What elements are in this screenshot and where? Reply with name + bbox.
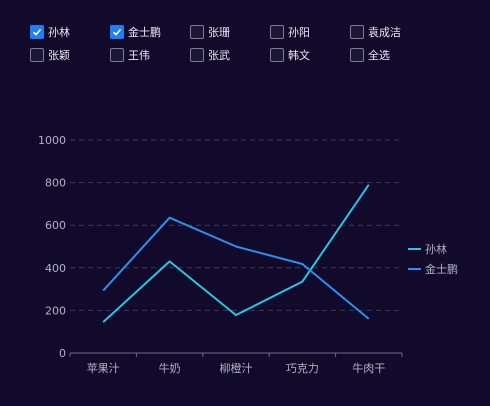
y-tick-label: 600 [45,219,66,232]
y-tick-label: 400 [45,262,66,275]
checkbox-zhangwu[interactable]: 张武 [190,47,270,63]
x-tick-label: 巧克力 [286,362,319,375]
checkbox-row: 孙林 金士鹏 张珊 孙阳 袁成洁 [30,20,480,43]
checkbox-box[interactable] [190,24,204,39]
checkmark-icon [32,28,42,36]
checkbox-label: 孙阳 [288,25,310,39]
x-tick-label: 柳橙汁 [220,361,253,375]
checkbox-hanwen[interactable]: 韩文 [270,47,350,63]
y-tick-label: 0 [59,347,66,360]
legend-label: 孙林 [425,242,447,256]
y-tick-label: 200 [45,304,66,317]
checkbox-box[interactable] [110,47,124,62]
checkbox-label: 王伟 [128,48,150,62]
checkbox-zhangying[interactable]: 张颖 [30,47,110,63]
legend-label: 金士鹏 [425,262,458,276]
y-tick-label: 1000 [38,134,66,147]
checkbox-yuanchengjie[interactable]: 袁成洁 [350,24,430,40]
filter-checkbox-grid: 孙林 金士鹏 张珊 孙阳 袁成洁 张颖 王伟 张武 [30,20,480,66]
checkbox-label: 袁成洁 [368,25,401,39]
checkbox-zhangshan[interactable]: 张珊 [190,24,270,40]
checkbox-label: 全选 [368,48,390,62]
checkbox-box[interactable] [110,24,124,39]
checkbox-box[interactable] [270,47,284,62]
checkbox-sunlin[interactable]: 孙林 [30,24,110,40]
x-tick-label: 牛奶 [159,361,181,375]
checkbox-label: 张珊 [208,25,230,39]
x-tick-label: 苹果汁 [87,361,120,375]
checkbox-wangwei[interactable]: 王伟 [110,47,190,63]
x-tick-label: 牛肉干 [352,361,385,375]
series-line [102,184,370,323]
checkbox-select-all[interactable]: 全选 [350,47,430,63]
checkbox-label: 张武 [208,48,230,62]
series-line [102,216,370,320]
checkbox-sunyang[interactable]: 孙阳 [270,24,350,40]
checkbox-jinshipeng[interactable]: 金士鹏 [110,24,190,40]
checkbox-label: 孙林 [48,25,70,39]
y-tick-label: 800 [45,177,66,190]
checkbox-label: 金士鹏 [128,25,161,39]
checkbox-box[interactable] [350,24,364,39]
checkbox-row: 张颖 王伟 张武 韩文 全选 [30,43,480,66]
checkbox-box[interactable] [30,47,44,62]
checkbox-label: 张颖 [48,48,70,62]
checkbox-box[interactable] [350,47,364,62]
checkbox-label: 韩文 [288,48,310,62]
checkbox-box[interactable] [190,47,204,62]
checkbox-box[interactable] [270,24,284,39]
checkmark-icon [112,28,122,36]
checkbox-box[interactable] [30,24,44,39]
